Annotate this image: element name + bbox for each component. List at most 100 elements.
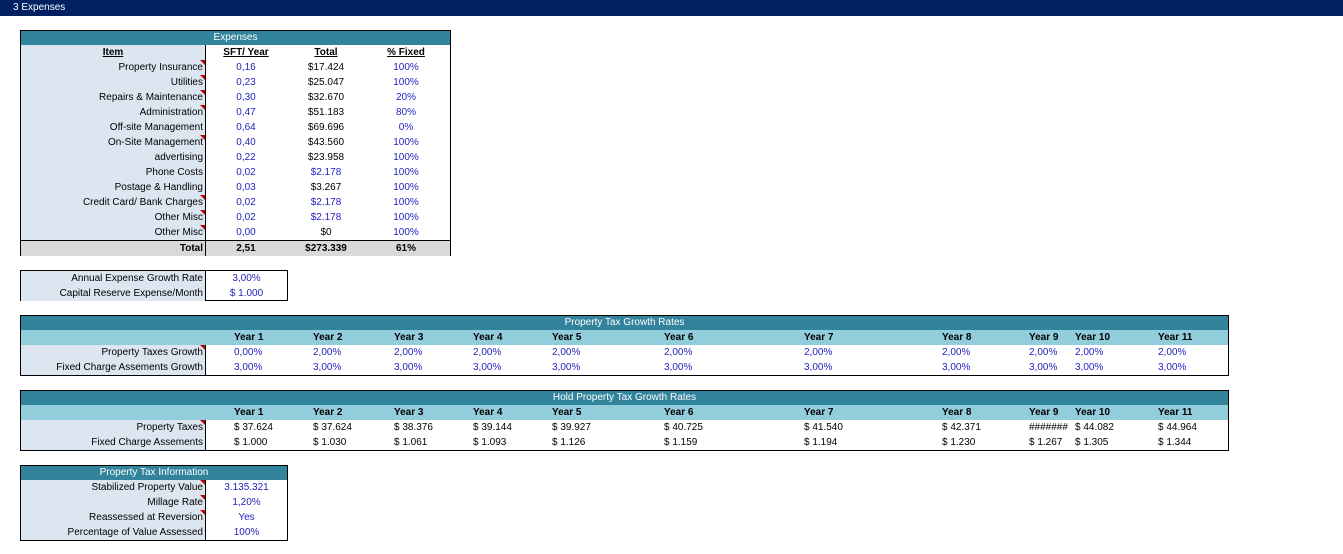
expense-fixed[interactable]: 0% — [398, 122, 414, 133]
expense-total: $2.178 — [310, 167, 342, 178]
growth-rate-cell[interactable]: 2,00% — [664, 347, 693, 358]
tax-info-rows: Stabilized Property Value 3.135.321 Millag… — [21, 480, 287, 540]
tax-value-cell: $ 42.371 — [942, 422, 981, 433]
expense-fixed[interactable]: 20% — [395, 92, 416, 103]
tax-info-title: Property Tax Information — [21, 466, 287, 480]
expense-fixed[interactable]: 100% — [393, 137, 419, 148]
growth-label: Capital Reserve Expense/Month — [21, 286, 206, 301]
growth-rate-cell[interactable]: 3,00% — [394, 362, 423, 373]
expense-fixed[interactable]: 100% — [393, 212, 419, 223]
expense-sft[interactable]: 0,02 — [236, 197, 256, 208]
expense-sft[interactable]: 0,02 — [236, 167, 256, 178]
expense-fixed[interactable]: 100% — [393, 182, 419, 193]
expense-item-label: Other Misc — [154, 227, 203, 238]
comment-marker — [200, 480, 205, 485]
comment-marker — [200, 510, 205, 515]
expense-fixed[interactable]: 100% — [393, 197, 419, 208]
growth-rate-cell[interactable]: 3,00% — [1029, 362, 1058, 373]
year-row-label — [21, 330, 206, 345]
growth-rate-cell[interactable]: 2,00% — [942, 347, 971, 358]
growth-rate-cell[interactable]: 3,00% — [1075, 362, 1104, 373]
growth-rate-cell[interactable]: 2,00% — [1158, 347, 1187, 358]
tax-value-cell: $ 1.305 — [1075, 437, 1109, 448]
year-header: Year 4 — [473, 407, 503, 418]
tax-value-cell: $ 40.725 — [664, 422, 703, 433]
growth-row: Annual Expense Growth Rate 3,00% — [21, 271, 287, 286]
expense-total: $23.958 — [307, 152, 345, 163]
year-header: Year 9 — [1029, 332, 1059, 343]
tax-value-cell: $ 41.540 — [804, 422, 843, 433]
expense-sft[interactable]: 0,02 — [236, 212, 256, 223]
expense-item-label: Repairs & Maintenance — [99, 92, 203, 103]
comment-marker — [200, 195, 205, 200]
expense-item: Property Insurance — [21, 60, 206, 75]
tax-info-label: Reassessed at Reversion — [21, 510, 206, 525]
hold-tax-row: Fixed Charge Assements $ 1.000 $ 1.030 $ 1… — [21, 435, 1228, 450]
comment-marker — [200, 75, 205, 80]
tax-value-cell: $ 1.030 — [313, 437, 347, 448]
tax-info-value[interactable]: 1,20% — [232, 497, 261, 508]
growth-rate-cell[interactable]: 2,00% — [313, 347, 342, 358]
expense-item: Administration — [21, 105, 206, 120]
expense-row: advertising 0,22 $23.958 100% — [21, 150, 450, 165]
tax-value-cell: $ 1.061 — [394, 437, 428, 448]
expense-sft[interactable]: 0,47 — [236, 107, 256, 118]
expense-item: Utilities — [21, 75, 206, 90]
year-header: Year 10 — [1075, 407, 1111, 418]
growth-rate-cell[interactable]: 3,00% — [552, 362, 581, 373]
expense-fixed[interactable]: 100% — [393, 77, 419, 88]
growth-rate-cell[interactable]: 0,00% — [234, 347, 263, 358]
expense-sft[interactable]: 0,22 — [236, 152, 256, 163]
tax-info-row: Stabilized Property Value 3.135.321 — [21, 480, 287, 495]
year-header: Year 11 — [1158, 407, 1193, 418]
tax-growth-table: Property Tax Growth Rates Year 1 Year 2 Ye… — [20, 315, 1229, 376]
expense-fixed[interactable]: 80% — [395, 107, 416, 118]
expense-sft[interactable]: 0,40 — [236, 137, 256, 148]
growth-rate-cell[interactable]: 3,00% — [942, 362, 971, 373]
growth-rate-cell[interactable]: 2,00% — [394, 347, 423, 358]
col-header-item: Item — [21, 45, 206, 60]
growth-value[interactable]: 3,00% — [232, 273, 261, 284]
growth-rate-cell[interactable]: 3,00% — [664, 362, 693, 373]
growth-rate-cell[interactable]: 2,00% — [804, 347, 833, 358]
growth-rate-cell[interactable]: 2,00% — [1075, 347, 1104, 358]
growth-rate-cell[interactable]: 2,00% — [473, 347, 502, 358]
expense-sft[interactable]: 0,00 — [236, 227, 256, 238]
year-header: Year 7 — [804, 332, 834, 343]
col-header-total: Total — [314, 47, 338, 58]
expense-sft[interactable]: 0,16 — [236, 62, 256, 73]
expense-row: On-Site Management 0,40 $43.560 100% — [21, 135, 450, 150]
year-header: Year 9 — [1029, 407, 1059, 418]
expense-fixed[interactable]: 100% — [393, 152, 419, 163]
comment-marker — [200, 495, 205, 500]
year-header: Year 2 — [313, 407, 343, 418]
growth-rate-cell[interactable]: 2,00% — [1029, 347, 1058, 358]
growth-rate-cell[interactable]: 3,00% — [804, 362, 833, 373]
comment-marker — [200, 90, 205, 95]
growth-rate-cell[interactable]: 3,00% — [234, 362, 263, 373]
growth-rate-cell[interactable]: 3,00% — [473, 362, 502, 373]
sheet-title-bar: 3 Expenses — [0, 0, 1343, 16]
tax-info-value[interactable]: 100% — [233, 527, 260, 538]
comment-marker — [200, 105, 205, 110]
expense-total: $32.670 — [307, 92, 345, 103]
comment-marker — [200, 60, 205, 65]
year-header: Year 5 — [552, 332, 582, 343]
expense-fixed[interactable]: 100% — [393, 227, 419, 238]
expense-sft[interactable]: 0,64 — [236, 122, 256, 133]
growth-value[interactable]: $ 1.000 — [229, 288, 264, 299]
tax-info-value[interactable]: Yes — [238, 512, 255, 523]
tax-value-cell: $ 1.093 — [473, 437, 507, 448]
growth-rate-cell[interactable]: 3,00% — [1158, 362, 1187, 373]
growth-rate-cell[interactable]: 2,00% — [552, 347, 581, 358]
year-header: Year 3 — [394, 407, 424, 418]
expense-fixed[interactable]: 100% — [393, 62, 419, 73]
expense-sft[interactable]: 0,30 — [236, 92, 256, 103]
growth-rate-cell[interactable]: 3,00% — [313, 362, 342, 373]
col-header-sft: SFT/ Year — [223, 47, 269, 58]
expense-sft[interactable]: 0,03 — [236, 182, 256, 193]
tax-info-value[interactable]: 3.135.321 — [224, 482, 269, 493]
expense-sft[interactable]: 0,23 — [236, 77, 256, 88]
expense-fixed[interactable]: 100% — [393, 167, 419, 178]
expense-row: Property Insurance 0,16 $17.424 100% — [21, 60, 450, 75]
